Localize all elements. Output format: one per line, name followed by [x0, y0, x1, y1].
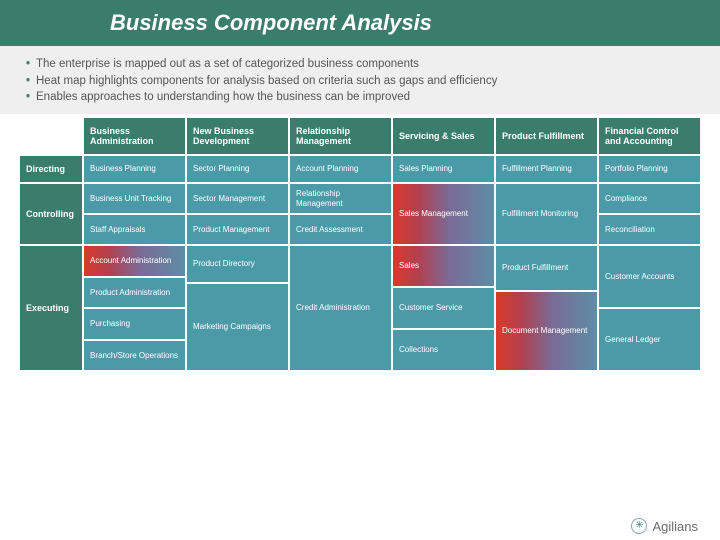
component-box: Purchasing	[84, 309, 185, 339]
matrix-cell: Sales Management	[393, 184, 494, 244]
summary-bullets: The enterprise is mapped out as a set of…	[0, 46, 720, 114]
matrix-cell: Account AdministrationProduct Administra…	[84, 246, 185, 370]
component-box: Business Unit Tracking	[84, 184, 185, 213]
brand-name: Agilians	[652, 519, 698, 534]
bullet-item: Enables approaches to understanding how …	[26, 89, 700, 106]
col-header: Product Fulfillment	[496, 118, 597, 154]
col-header: Financial Control and Accounting	[599, 118, 700, 154]
component-box: Sales	[393, 246, 494, 286]
matrix-row: DirectingBusiness PlanningSector Plannin…	[20, 156, 700, 182]
col-header: Servicing & Sales	[393, 118, 494, 154]
matrix-cell: Sector Planning	[187, 156, 288, 182]
component-box: Fulfillment Planning	[496, 156, 597, 182]
component-box: Document Management	[496, 292, 597, 370]
matrix-cell: SalesCustomer ServiceCollections	[393, 246, 494, 370]
matrix-cell: Account Planning	[290, 156, 391, 182]
component-box: General Ledger	[599, 309, 700, 370]
component-box: Collections	[393, 330, 494, 370]
matrix-cell: Portfolio Planning	[599, 156, 700, 182]
component-box: Product Management	[187, 215, 288, 244]
component-box: Sales Planning	[393, 156, 494, 182]
matrix-table: Business Administration New Business Dev…	[18, 116, 702, 372]
matrix-row: ControllingBusiness Unit TrackingStaff A…	[20, 184, 700, 244]
component-matrix: Business Administration New Business Dev…	[0, 114, 720, 372]
col-header: New Business Development	[187, 118, 288, 154]
component-box: Staff Appraisals	[84, 215, 185, 244]
matrix-cell: Fulfillment Monitoring	[496, 184, 597, 244]
matrix-cell: Business Planning	[84, 156, 185, 182]
component-box: Credit Administration	[290, 246, 391, 370]
component-box: Relationship Management	[290, 184, 391, 213]
component-box: Credit Assessment	[290, 215, 391, 244]
component-box: Branch/Store Operations	[84, 341, 185, 371]
matrix-cell: Sector ManagementProduct Management	[187, 184, 288, 244]
component-box: Portfolio Planning	[599, 156, 700, 182]
matrix-cell: Product DirectoryMarketing Campaigns	[187, 246, 288, 370]
component-box: Account Planning	[290, 156, 391, 182]
component-box: Customer Service	[393, 288, 494, 328]
component-box: Business Planning	[84, 156, 185, 182]
component-box: Sector Planning	[187, 156, 288, 182]
matrix-cell: Sales Planning	[393, 156, 494, 182]
row-header: Directing	[20, 156, 82, 182]
component-box: Reconciliation	[599, 215, 700, 244]
matrix-cell: ComplianceReconciliation	[599, 184, 700, 244]
matrix-cell: Relationship ManagementCredit Assessment	[290, 184, 391, 244]
col-header: Business Administration	[84, 118, 185, 154]
bullet-item: Heat map highlights components for analy…	[26, 73, 700, 90]
component-box: Sales Management	[393, 184, 494, 244]
component-box: Account Administration	[84, 246, 185, 276]
component-box: Sector Management	[187, 184, 288, 213]
brand-logo-icon	[631, 518, 647, 534]
matrix-cell: Product FulfillmentDocument Management	[496, 246, 597, 370]
component-box: Product Directory	[187, 246, 288, 282]
matrix-cell: Fulfillment Planning	[496, 156, 597, 182]
matrix-cell: Credit Administration	[290, 246, 391, 370]
matrix-cell: Business Unit TrackingStaff Appraisals	[84, 184, 185, 244]
component-box: Marketing Campaigns	[187, 284, 288, 371]
component-box: Product Administration	[84, 278, 185, 308]
row-header: Executing	[20, 246, 82, 370]
row-header: Controlling	[20, 184, 82, 244]
col-header: Relationship Management	[290, 118, 391, 154]
component-box: Product Fulfillment	[496, 246, 597, 290]
component-box: Compliance	[599, 184, 700, 213]
component-box: Customer Accounts	[599, 246, 700, 307]
bullet-item: The enterprise is mapped out as a set of…	[26, 56, 700, 73]
matrix-row: ExecutingAccount AdministrationProduct A…	[20, 246, 700, 370]
brand-footer: Agilians	[631, 518, 698, 534]
column-header-row: Business Administration New Business Dev…	[20, 118, 700, 154]
component-box: Fulfillment Monitoring	[496, 184, 597, 244]
matrix-cell: Customer AccountsGeneral Ledger	[599, 246, 700, 370]
page-title: Business Component Analysis	[0, 0, 720, 46]
